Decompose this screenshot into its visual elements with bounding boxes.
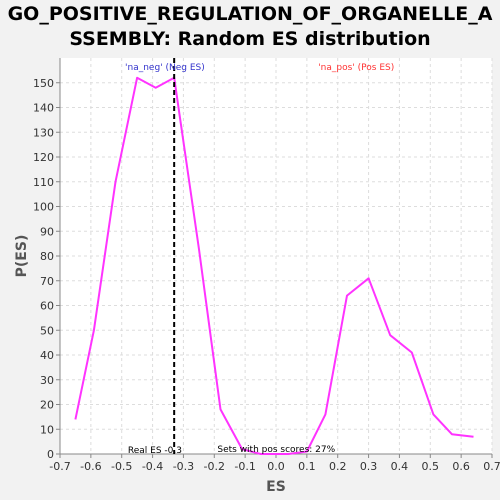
y-tick-label: 150 bbox=[33, 77, 54, 90]
x-tick-label: -0.2 bbox=[204, 460, 225, 473]
pos-scores-label: Sets with pos scores: 27% bbox=[217, 445, 335, 455]
x-tick-label: 0.7 bbox=[483, 460, 500, 473]
annotations: 'na_neg' (Neg ES) 'na_pos' (Pos ES) Real… bbox=[125, 58, 394, 456]
y-tick-label: 140 bbox=[33, 102, 54, 115]
y-tick-label: 40 bbox=[40, 349, 54, 362]
y-tick-label: 100 bbox=[33, 201, 54, 214]
chart-title-line1: GO_POSITIVE_REGULATION_OF_ORGANELLE_A bbox=[7, 3, 493, 25]
x-tick-label: 0.0 bbox=[267, 460, 285, 473]
real-es-label: Real ES -0.3 bbox=[128, 446, 182, 456]
y-tick-label: 110 bbox=[33, 176, 54, 189]
y-tick-label: 20 bbox=[40, 399, 54, 412]
y-tick-label: 0 bbox=[47, 448, 54, 461]
chart-title-line2: SSEMBLY: Random ES distribution bbox=[69, 28, 431, 50]
y-tick-label: 50 bbox=[40, 324, 54, 337]
x-tick-label: -0.5 bbox=[111, 460, 132, 473]
x-tick-label: 0.5 bbox=[422, 460, 440, 473]
series-layer bbox=[74, 76, 474, 455]
axes: 0 10 20 30 40 50 60 70 80 90 100 110 120 130 140 150 -0.… bbox=[33, 58, 500, 473]
x-tick-label: -0.3 bbox=[173, 460, 194, 473]
y-tick-label: 130 bbox=[33, 126, 54, 139]
x-tick-label: 0.4 bbox=[391, 460, 409, 473]
chart-title: GO_POSITIVE_REGULATION_OF_ORGANELLE_A SS… bbox=[0, 2, 500, 52]
x-tick-label: -0.1 bbox=[234, 460, 255, 473]
pos-es-label: 'na_pos' (Pos ES) bbox=[318, 63, 394, 73]
neg-es-label: 'na_neg' (Neg ES) bbox=[125, 63, 205, 73]
x-tick-label: 0.1 bbox=[298, 460, 316, 473]
y-tick-label: 10 bbox=[40, 423, 54, 436]
x-tick-label: -0.7 bbox=[49, 460, 70, 473]
y-axis-label: P(ES) bbox=[14, 235, 30, 278]
x-tick-label: -0.6 bbox=[80, 460, 101, 473]
x-axis-label: ES bbox=[266, 479, 286, 495]
series-line-0 bbox=[74, 76, 474, 455]
y-tick-label: 30 bbox=[40, 374, 54, 387]
y-tick-label: 60 bbox=[40, 300, 54, 313]
x-tick-label: -0.4 bbox=[142, 460, 163, 473]
y-tick-label: 80 bbox=[40, 250, 54, 263]
x-tick-label: 0.6 bbox=[452, 460, 470, 473]
y-tick-label: 120 bbox=[33, 151, 54, 164]
x-tick-label: 0.2 bbox=[329, 460, 347, 473]
y-tick-label: 90 bbox=[40, 225, 54, 238]
y-tick-label: 70 bbox=[40, 275, 54, 288]
x-tick-label: 0.3 bbox=[360, 460, 378, 473]
